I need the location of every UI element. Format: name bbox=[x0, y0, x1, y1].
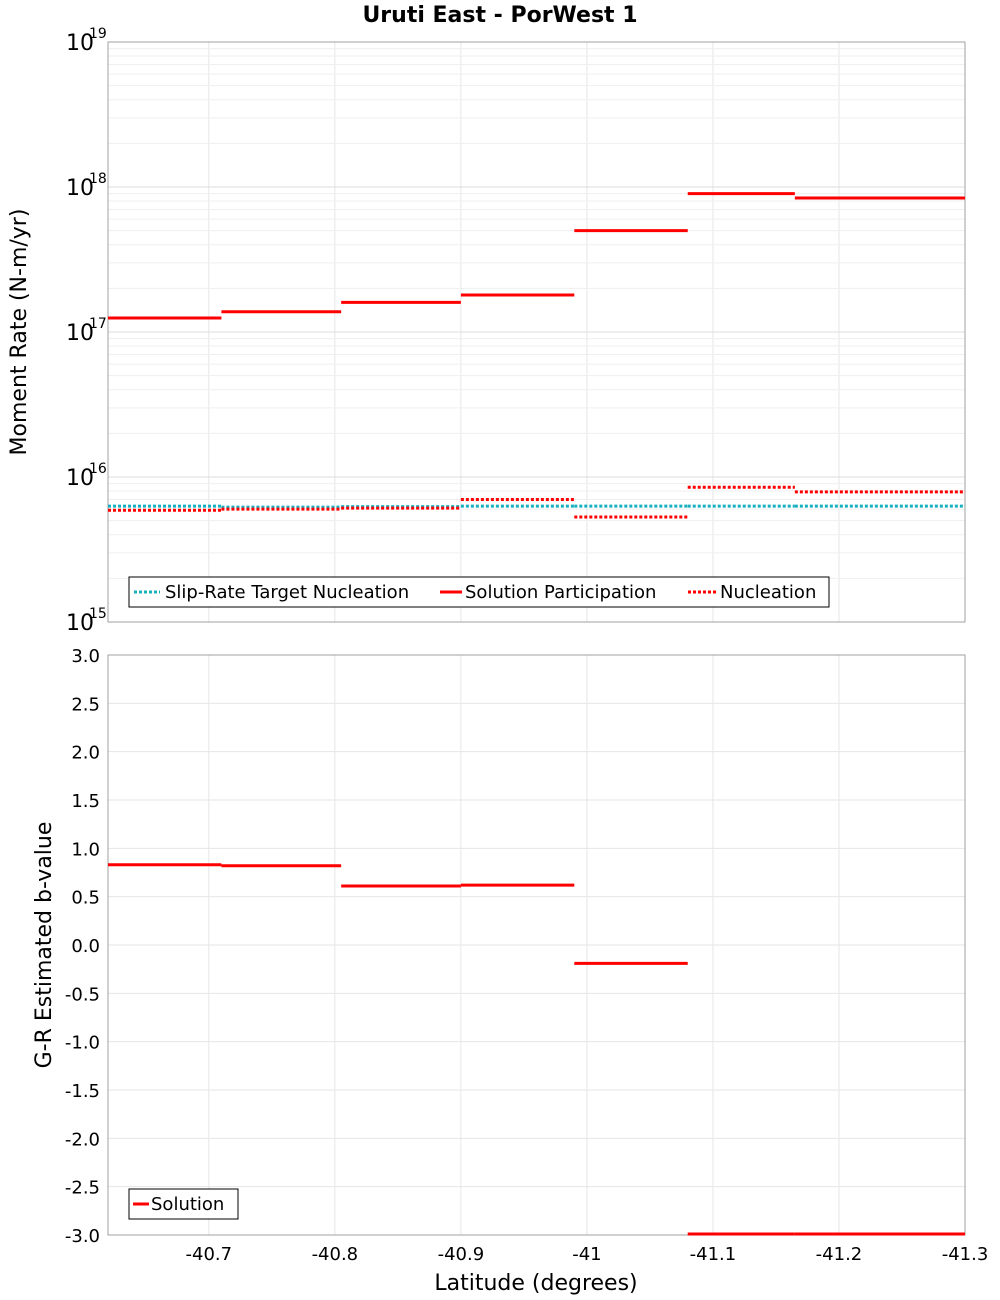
bottom-y-tick-label: -1.5 bbox=[65, 1081, 100, 1102]
bottom-y-tick-label: 0.0 bbox=[71, 936, 100, 957]
bottom-y-tick-label: -3.0 bbox=[65, 1226, 100, 1247]
top-series bbox=[108, 192, 965, 519]
top-grid bbox=[108, 42, 966, 623]
top-y-tick-base: 10 bbox=[66, 611, 94, 636]
top-y-tick-base: 10 bbox=[66, 466, 94, 491]
x-axis-label: Latitude (degrees) bbox=[434, 1271, 637, 1296]
x-tick-label: -41.3 bbox=[942, 1244, 989, 1265]
bottom-y-tick-label: 3.0 bbox=[71, 646, 100, 667]
chart-title: Uruti East - PorWest 1 bbox=[362, 3, 637, 28]
bottom-y-tick-label: 1.5 bbox=[71, 791, 100, 812]
bottom-legend: Solution bbox=[128, 1188, 239, 1220]
bottom-series bbox=[108, 863, 965, 1236]
bottom-y-axis-label: G-R Estimated b-value bbox=[32, 822, 57, 1069]
legend-label-solution: Solution bbox=[151, 1194, 224, 1215]
legend-label-nucleation: Nucleation bbox=[720, 582, 816, 603]
top-y-tick-exponent: 19 bbox=[89, 26, 107, 42]
top-legend: Slip-Rate Target Nucleation Solution Par… bbox=[128, 576, 830, 608]
bottom-y-ticks: 3.0 2.5 2.0 1.5 1.0 0.5 0.0 -0.5 -1.0 -1.5 -2.0 -2.… bbox=[65, 646, 100, 1247]
top-legend-box bbox=[128, 576, 830, 608]
bottom-y-tick-label: -1.0 bbox=[65, 1033, 100, 1054]
x-ticks: -40.7 -40.8 -40.9 -41 -41.1 -41.2 -41.3 bbox=[186, 1244, 989, 1265]
top-y-axis-label: Moment Rate (N-m/yr) bbox=[7, 209, 32, 456]
legend-label-participation: Solution Participation bbox=[465, 582, 656, 603]
bottom-grid bbox=[108, 654, 966, 1236]
bottom-series-solution bbox=[108, 863, 965, 1236]
top-series-nucleation bbox=[108, 485, 965, 519]
bottom-y-tick-label: -2.0 bbox=[65, 1129, 100, 1150]
x-tick-label: -41 bbox=[572, 1244, 601, 1265]
bottom-y-tick-label: 0.5 bbox=[71, 888, 100, 909]
bottom-y-tick-label: 1.0 bbox=[71, 839, 100, 860]
top-plot-frame bbox=[107, 41, 966, 623]
x-tick-label: -40.8 bbox=[312, 1244, 359, 1265]
bottom-y-tick-label: 2.5 bbox=[71, 694, 100, 715]
top-y-tick-exponent: 16 bbox=[89, 461, 107, 477]
top-y-tick-base: 10 bbox=[66, 31, 94, 56]
top-y-tick-exponent: 15 bbox=[89, 606, 107, 622]
legend-label-target: Slip-Rate Target Nucleation bbox=[165, 582, 409, 603]
x-tick-label: -40.7 bbox=[186, 1244, 233, 1265]
top-y-tick-base: 10 bbox=[66, 176, 94, 201]
top-series-slip-rate-target-nucleation bbox=[108, 504, 965, 509]
top-y-tick-base: 10 bbox=[66, 321, 94, 346]
top-y-tick-exponent: 17 bbox=[89, 316, 107, 332]
bottom-panel: 3.0 2.5 2.0 1.5 1.0 0.5 0.0 -0.5 -1.0 -1.5 -2.0 -2.… bbox=[32, 646, 988, 1296]
bottom-y-tick-label: -2.5 bbox=[65, 1178, 100, 1199]
bottom-y-tick-label: -0.5 bbox=[65, 984, 100, 1005]
x-tick-label: -41.1 bbox=[690, 1244, 737, 1265]
top-y-tick-exponent: 18 bbox=[89, 171, 107, 187]
top-series-solution-participation bbox=[108, 192, 965, 320]
x-tick-label: -40.9 bbox=[438, 1244, 485, 1265]
x-tick-label: -41.2 bbox=[816, 1244, 863, 1265]
bottom-plot-frame bbox=[107, 654, 966, 1236]
bottom-y-tick-label: 2.0 bbox=[71, 743, 100, 764]
